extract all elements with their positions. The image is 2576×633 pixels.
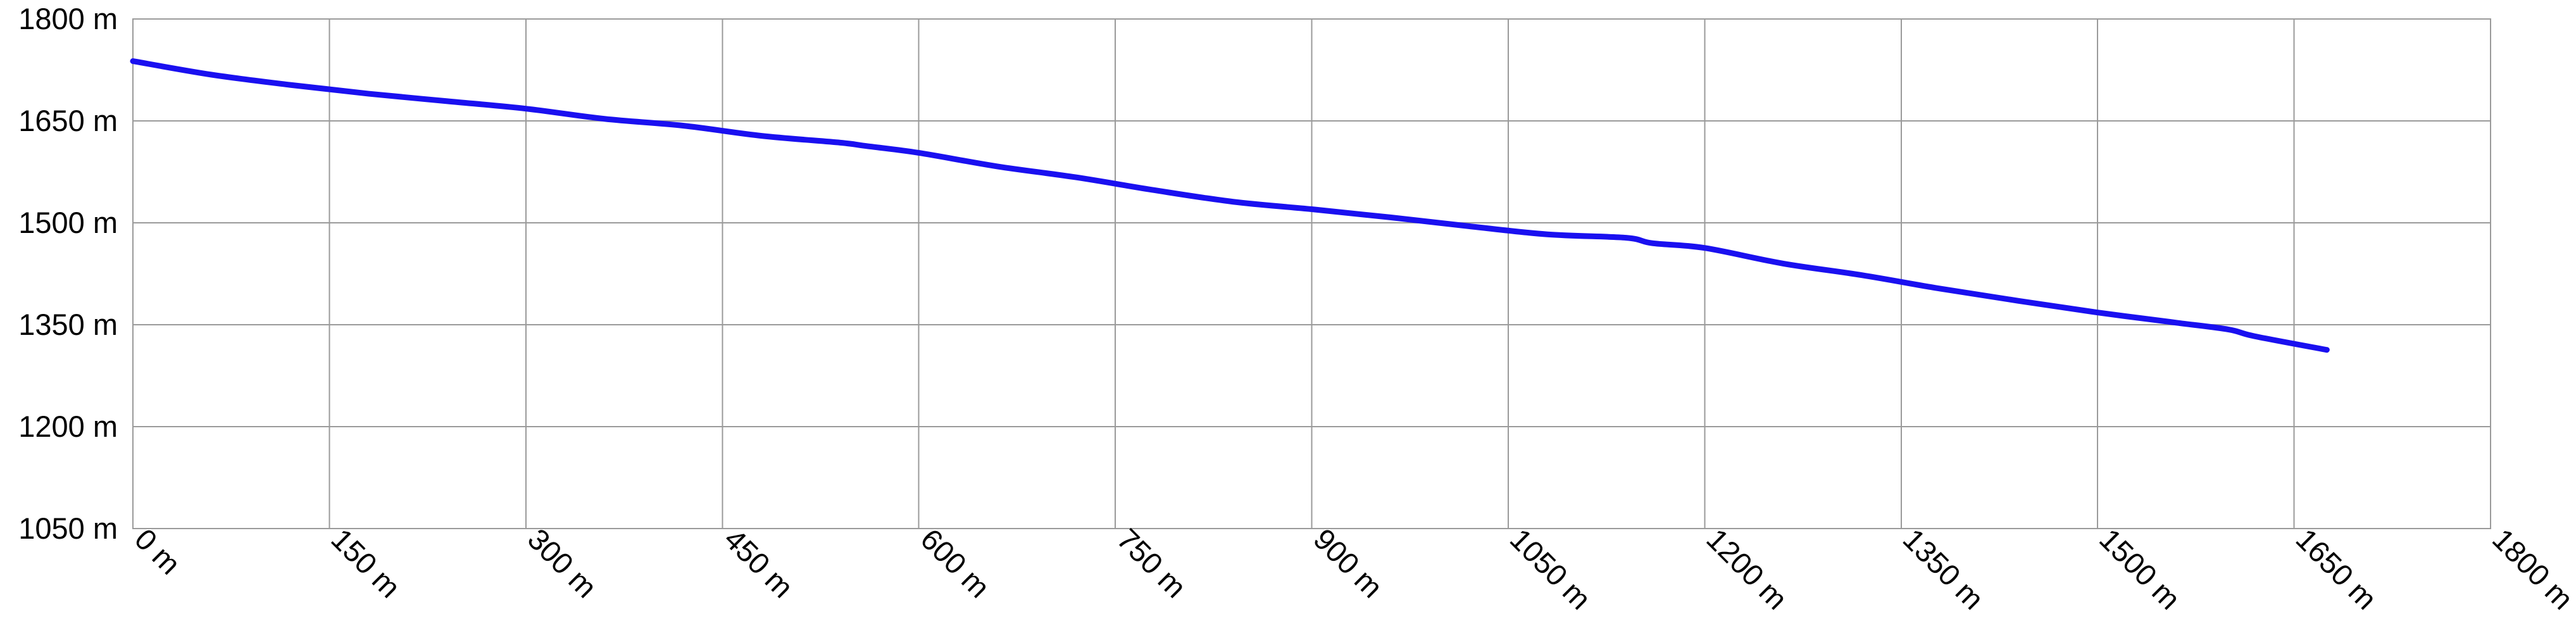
elevation-series-line [130,58,2330,353]
x-tick-label: 1350 m [1897,522,1991,616]
x-tick-label: 150 m [325,522,407,605]
x-tick-label: 450 m [718,522,800,605]
y-tick-label: 1200 m [18,410,118,443]
y-tick-label: 1500 m [18,206,118,239]
x-tick-label: 750 m [1111,522,1193,605]
x-axis-tick-labels: 0 m 150 m 300 m 450 m 600 m 750 m 900 m 1050 m 1… [128,522,2576,616]
series-layer [130,58,2330,353]
x-tick-label: 600 m [915,522,997,605]
x-tick-label: 300 m [522,522,604,605]
y-tick-label: 1350 m [18,308,118,341]
y-axis-tick-labels: 1050 m 1200 m 1350 m 1500 m 1650 m 1800 m [18,2,118,545]
x-tick-label: 0 m [128,522,187,581]
y-tick-label: 1800 m [18,2,118,35]
x-tick-label: 1500 m [2093,522,2187,616]
grid-layer [132,18,2491,529]
y-tick-label: 1050 m [18,511,118,545]
plot-frame [132,18,2491,529]
x-tick-label: 1800 m [2486,522,2576,616]
x-tick-label: 900 m [1307,522,1389,605]
x-tick-label: 1650 m [2290,522,2384,616]
x-tick-label: 1050 m [1504,522,1597,616]
y-tick-label: 1650 m [18,104,118,137]
x-tick-label: 1200 m [1700,522,1794,616]
